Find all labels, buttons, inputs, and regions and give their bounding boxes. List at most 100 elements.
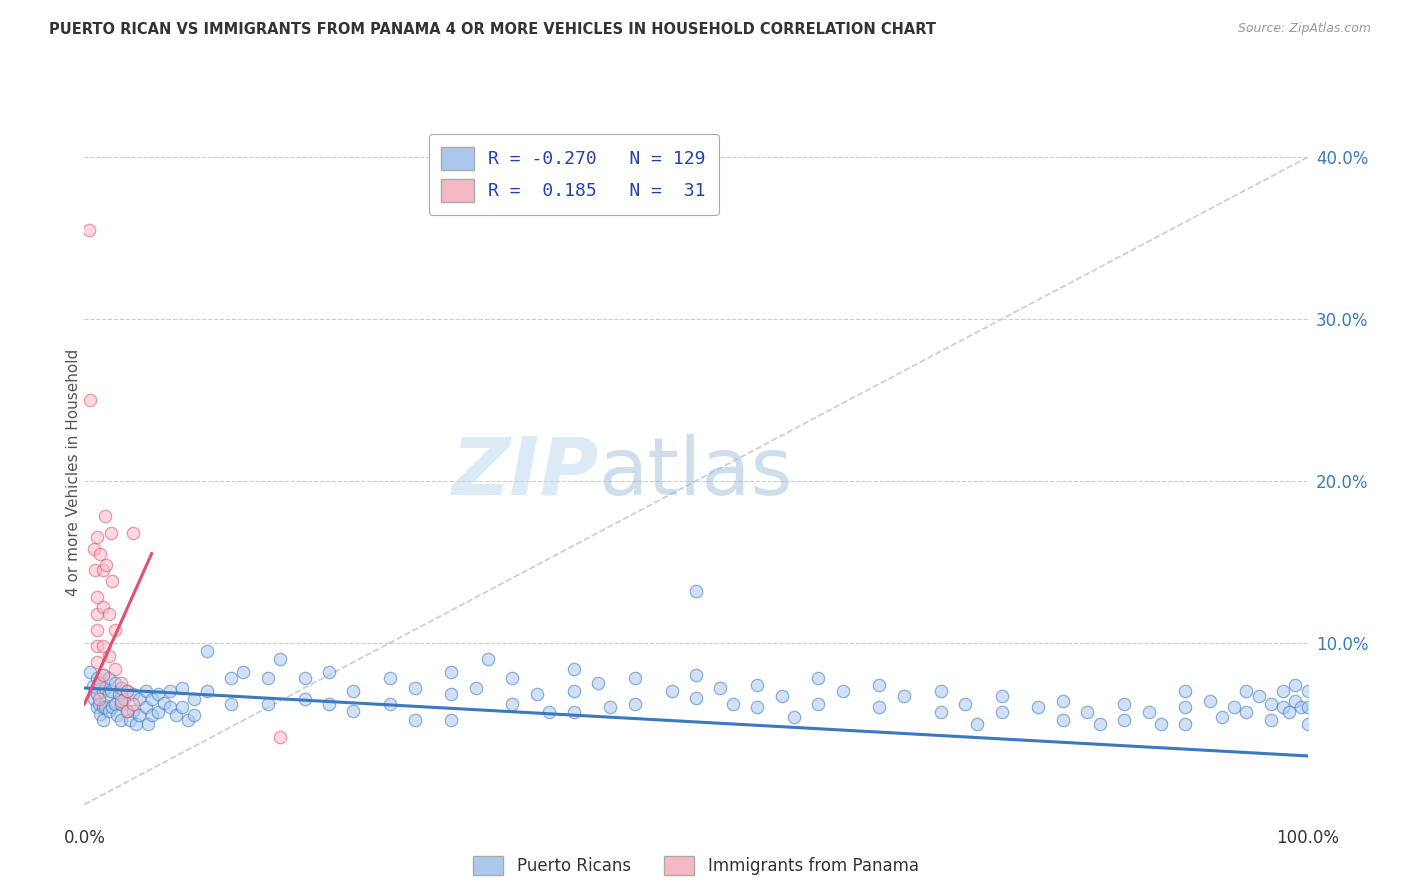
Point (464, 681, 486, 695)
Point (86, 700, 108, 714)
Point (1284, 694, 1306, 708)
Point (91, 639, 114, 653)
Point (136, 716, 159, 731)
Point (183, 708, 205, 723)
Point (97, 704, 120, 718)
Point (269, 730, 291, 744)
Point (257, 697, 280, 711)
Point (91, 668, 114, 682)
Point (97, 607, 120, 621)
Point (104, 697, 127, 711)
Text: atlas: atlas (598, 434, 793, 512)
Legend: Puerto Ricans, Immigrants from Panama: Puerto Ricans, Immigrants from Panama (467, 849, 925, 882)
Point (1291, 700, 1313, 714)
Point (219, 697, 242, 711)
Point (477, 652, 499, 666)
Point (661, 684, 683, 698)
Point (83, 541, 105, 556)
Point (1278, 705, 1301, 719)
Point (100, 684, 122, 698)
Point (97, 688, 120, 702)
Point (1234, 705, 1257, 719)
Point (86, 591, 108, 605)
Point (440, 688, 463, 702)
Point (526, 688, 548, 702)
Point (112, 692, 135, 706)
Point (87, 676, 110, 690)
Point (97, 648, 120, 663)
Point (562, 684, 585, 698)
Point (1260, 697, 1282, 711)
Point (87, 676, 110, 690)
Point (257, 671, 280, 685)
Point (122, 688, 145, 702)
Point (79, 392, 101, 407)
Point (86, 671, 108, 685)
Point (624, 671, 647, 685)
Point (87, 692, 110, 706)
Point (86, 623, 108, 637)
Point (1114, 697, 1136, 711)
Point (101, 574, 124, 589)
Point (1223, 700, 1246, 714)
Point (135, 700, 157, 714)
Point (990, 705, 1012, 719)
Point (118, 714, 141, 728)
Point (115, 684, 138, 698)
Point (685, 583, 707, 598)
Point (110, 697, 132, 711)
Point (172, 681, 194, 695)
Point (747, 700, 769, 714)
Point (125, 716, 148, 731)
Point (562, 705, 585, 719)
Text: PUERTO RICAN VS IMMIGRANTS FROM PANAMA 4 OR MORE VEHICLES IN HOUSEHOLD CORRELATI: PUERTO RICAN VS IMMIGRANTS FROM PANAMA 4… (49, 22, 936, 37)
Point (783, 710, 806, 724)
Point (869, 700, 891, 714)
Point (104, 623, 127, 637)
Point (380, 671, 402, 685)
Point (721, 697, 744, 711)
Text: ZIP: ZIP (451, 434, 598, 512)
Point (1174, 700, 1197, 714)
Point (501, 671, 523, 685)
Point (1272, 700, 1295, 714)
Point (122, 704, 145, 718)
Point (94, 681, 117, 695)
Point (110, 694, 132, 708)
Point (165, 708, 187, 723)
Point (159, 700, 181, 714)
Point (1076, 705, 1098, 719)
Point (1260, 714, 1282, 728)
Point (586, 676, 609, 690)
Point (1137, 705, 1160, 719)
Point (122, 697, 145, 711)
Point (89, 706, 111, 721)
Point (94, 509, 117, 524)
Point (146, 688, 169, 702)
Point (91, 668, 114, 682)
Point (84, 563, 107, 577)
Point (929, 705, 952, 719)
Point (86, 531, 108, 545)
Point (893, 689, 915, 703)
Point (104, 661, 127, 675)
Point (685, 668, 707, 682)
Point (1247, 689, 1270, 703)
Point (82, 679, 104, 693)
Point (128, 692, 150, 706)
Point (747, 678, 769, 692)
Point (294, 671, 316, 685)
Point (177, 714, 200, 728)
Point (128, 708, 150, 723)
Point (94, 700, 117, 714)
Point (1234, 684, 1257, 698)
Point (105, 708, 128, 723)
Point (1198, 694, 1220, 708)
Point (141, 708, 163, 723)
Point (538, 705, 561, 719)
Point (110, 681, 132, 695)
Point (195, 644, 218, 658)
Point (269, 652, 291, 666)
Point (599, 700, 621, 714)
Point (86, 688, 108, 702)
